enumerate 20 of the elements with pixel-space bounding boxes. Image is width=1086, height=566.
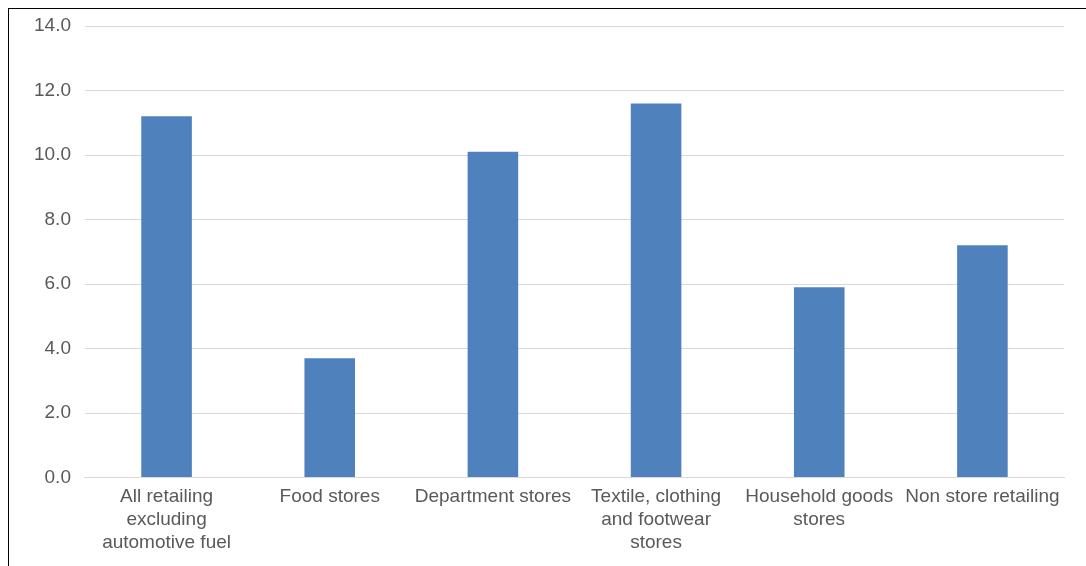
- bar: [141, 116, 192, 478]
- bar: [304, 358, 356, 478]
- y-tick-label: 12.0: [34, 78, 71, 100]
- bar: [467, 151, 519, 478]
- x-tick-label: Textile, clothing and footwear stores: [591, 485, 722, 552]
- y-tick-label: 0.0: [44, 465, 71, 487]
- x-tick-label: Non store retailing: [905, 485, 1060, 507]
- x-tick-label: All retailing excluding automotive fuel: [102, 485, 231, 552]
- x-tick-label: Department stores: [414, 485, 572, 507]
- y-tick-label: 8.0: [44, 207, 71, 229]
- y-tick-label: 14.0: [34, 14, 71, 36]
- x-tick-label: Household goods stores: [745, 485, 894, 530]
- bar: [957, 245, 1008, 478]
- y-tick-label: 4.0: [44, 336, 71, 358]
- bar: [630, 103, 682, 478]
- bar: [793, 287, 845, 478]
- y-tick-label: 2.0: [44, 401, 71, 423]
- y-tick-label: 10.0: [34, 143, 71, 165]
- x-tick-label: Food stores: [279, 485, 380, 507]
- y-tick-label: 6.0: [44, 272, 71, 294]
